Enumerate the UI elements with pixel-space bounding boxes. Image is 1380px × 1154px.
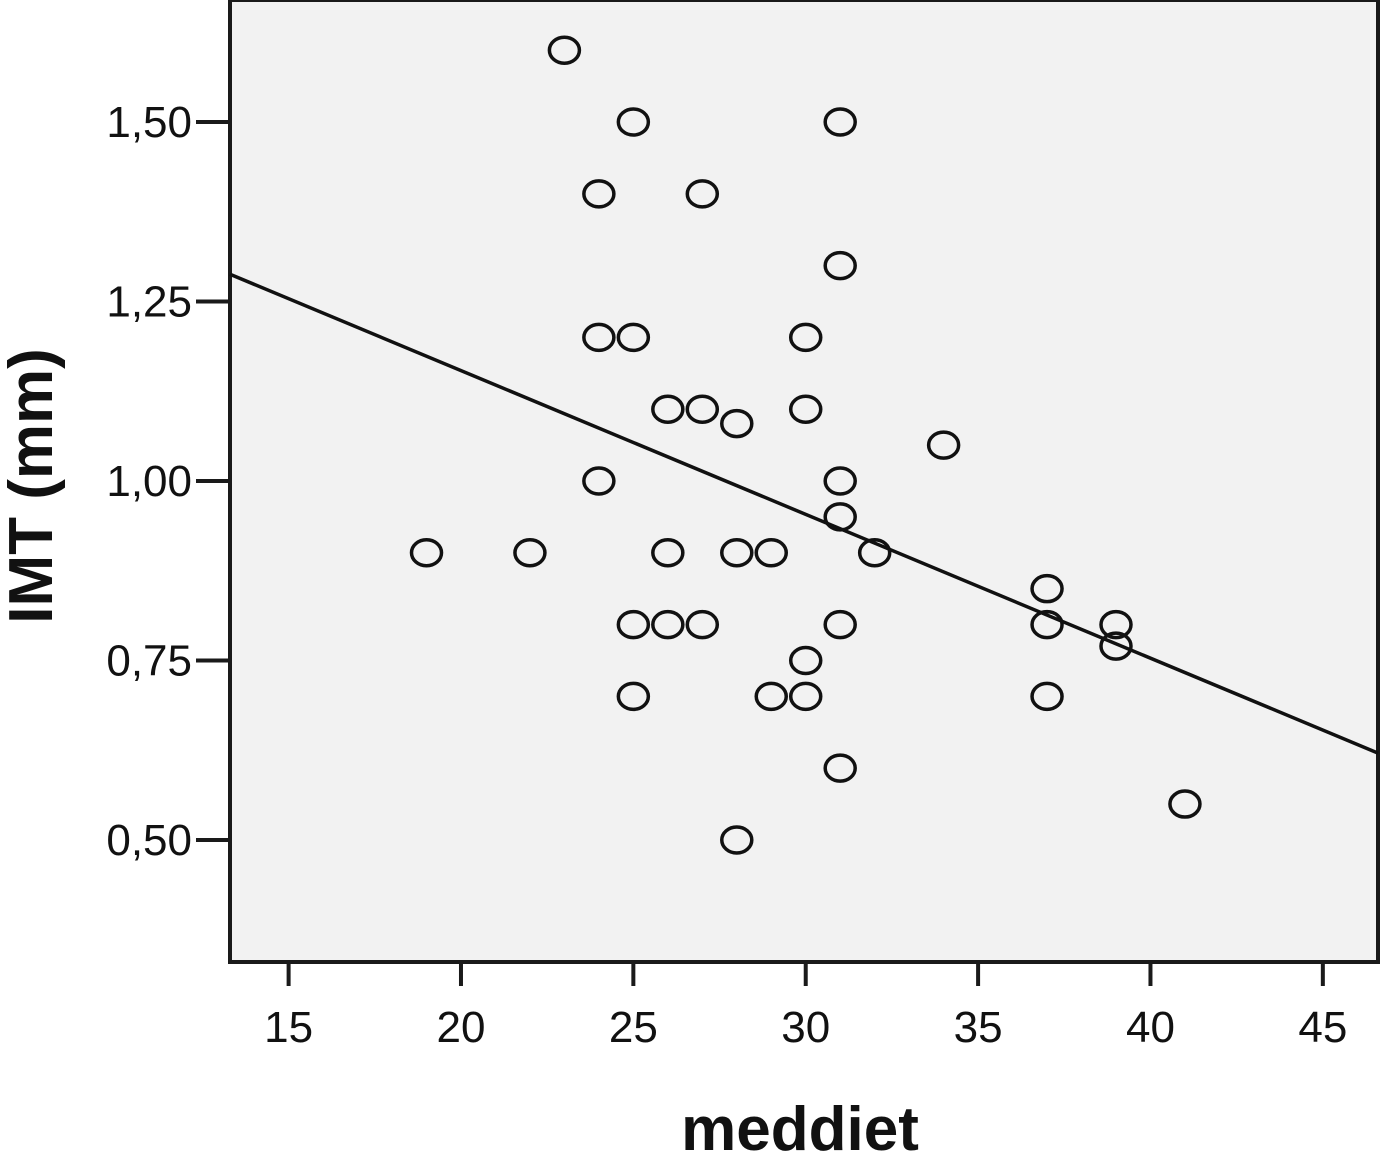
- data-point: [616, 609, 651, 640]
- data-point: [616, 107, 651, 137]
- data-point: [1030, 609, 1064, 640]
- data-point: [616, 681, 651, 712]
- data-point: [651, 394, 685, 424]
- data-point: [823, 609, 857, 640]
- data-point: [1030, 573, 1064, 604]
- data-point: [788, 645, 823, 676]
- data-point: [823, 250, 857, 281]
- y-axis: 0,50 0,75 1,00 1,25 1,50: [106, 98, 230, 865]
- data-point: [823, 753, 857, 783]
- data-point: [754, 681, 788, 712]
- x-tick-label: 25: [609, 1003, 658, 1052]
- x-tick-label: 35: [954, 1003, 1003, 1052]
- regression-line: [229, 272, 1379, 755]
- data-point: [582, 322, 616, 353]
- x-tick-label: 20: [437, 1003, 486, 1052]
- x-axis: 15 20 25 30 35 40 45: [264, 962, 1347, 1052]
- data-point: [685, 609, 720, 640]
- x-tick-label: 30: [781, 1003, 830, 1052]
- data-point: [720, 825, 754, 855]
- data-point: [1099, 631, 1133, 661]
- data-point: [754, 538, 788, 568]
- data-point: [788, 322, 823, 353]
- data-point: [720, 538, 754, 568]
- data-point: [1099, 609, 1133, 640]
- data-point: [857, 538, 892, 568]
- data-point: [409, 538, 444, 568]
- y-tick-label: 1,00: [106, 457, 192, 506]
- data-point: [651, 538, 685, 568]
- data-point: [582, 179, 616, 209]
- y-tick-label: 0,50: [106, 816, 192, 865]
- data-point: [1030, 681, 1064, 712]
- x-tick-label: 15: [264, 1003, 313, 1052]
- data-point: [685, 394, 720, 424]
- data-point: [685, 179, 720, 209]
- data-point: [926, 430, 961, 460]
- data-point: [1168, 789, 1202, 819]
- data-point: [513, 538, 547, 568]
- data-point: [720, 408, 754, 439]
- data-point: [823, 107, 857, 137]
- data-point: [788, 681, 823, 712]
- data-point: [582, 466, 616, 496]
- plot-area: [228, 0, 1380, 964]
- y-tick-label: 0,75: [106, 636, 192, 685]
- data-point: [788, 394, 823, 424]
- x-axis-title: meddiet: [681, 1095, 919, 1154]
- x-tick-label: 45: [1298, 1003, 1347, 1052]
- data-point: [651, 609, 685, 640]
- data-point: [823, 466, 857, 496]
- x-tick-label: 40: [1126, 1003, 1175, 1052]
- data-points: [409, 35, 1202, 855]
- y-axis-title: IMT (mm): [0, 348, 66, 624]
- data-point: [823, 502, 857, 532]
- data-point: [616, 322, 651, 353]
- y-tick-label: 1,25: [106, 278, 192, 327]
- y-tick-label: 1,50: [106, 98, 192, 147]
- data-point: [547, 35, 582, 66]
